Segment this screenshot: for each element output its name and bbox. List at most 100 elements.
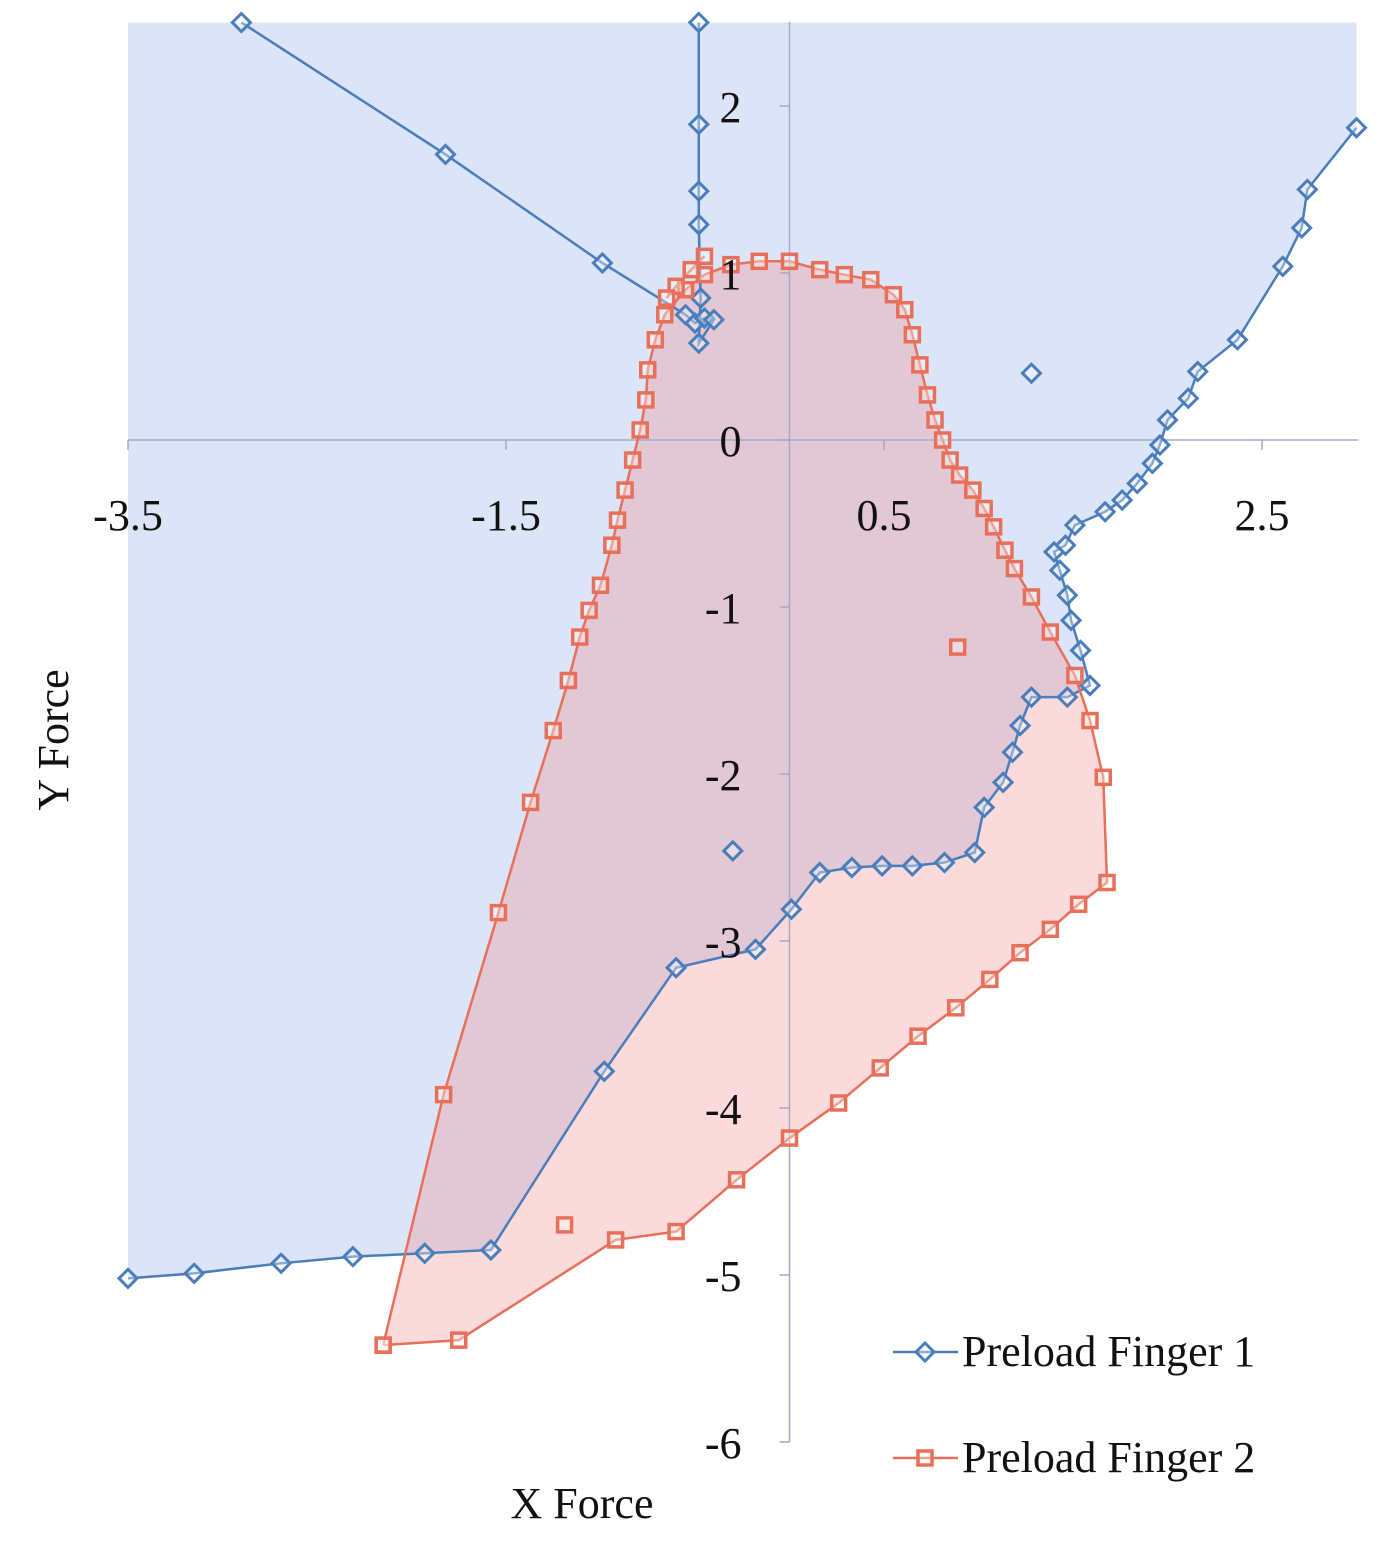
marker	[840, 856, 863, 879]
marker	[689, 286, 712, 310]
x-axis-title: X Force	[511, 1479, 654, 1528]
marker	[964, 481, 982, 499]
marker	[1177, 387, 1200, 410]
area-fill	[383, 261, 1108, 1346]
marker	[687, 213, 710, 236]
marker	[1186, 360, 1209, 383]
marker	[1059, 609, 1083, 632]
marker	[870, 854, 894, 877]
marker	[1126, 472, 1149, 495]
y-tick-label: 0	[720, 417, 742, 466]
marker	[1020, 362, 1043, 385]
marker	[1094, 500, 1117, 523]
marker	[1056, 584, 1079, 607]
marker	[555, 1216, 574, 1234]
marker	[780, 252, 799, 271]
marker	[374, 1336, 392, 1354]
marker	[341, 1245, 365, 1268]
y-tick-label: -1	[705, 584, 742, 633]
marker	[1020, 686, 1043, 709]
x-tick-label: 0.5	[857, 491, 912, 540]
y-tick-label: -5	[705, 1252, 742, 1301]
marker	[963, 841, 986, 864]
marker	[639, 361, 657, 379]
marker	[489, 903, 508, 922]
marker	[667, 1222, 685, 1241]
area-fill	[128, 22, 1357, 1279]
marker	[862, 270, 880, 289]
marker	[434, 143, 457, 166]
marker	[780, 1129, 799, 1147]
marker	[593, 1060, 616, 1083]
legend-marker	[916, 1449, 934, 1467]
marker	[434, 1085, 453, 1104]
marker	[702, 308, 726, 331]
y-axis-title: Y Force	[29, 669, 78, 810]
marker	[1066, 666, 1084, 685]
marker	[722, 255, 740, 274]
marker	[1069, 895, 1088, 914]
marker	[948, 638, 967, 656]
marker	[687, 11, 710, 34]
legend-marker	[913, 1340, 937, 1364]
marker	[116, 1267, 140, 1290]
y-tick-label: -2	[705, 751, 742, 800]
y-tick-label: -4	[705, 1085, 742, 1134]
marker	[727, 1171, 746, 1189]
marker	[901, 854, 924, 877]
marker	[1005, 559, 1024, 578]
marker	[947, 999, 965, 1017]
marker	[413, 1242, 436, 1265]
marker	[1094, 768, 1112, 787]
marker	[682, 260, 700, 279]
marker	[984, 518, 1003, 536]
marker	[559, 671, 578, 690]
marker	[1056, 686, 1079, 709]
marker	[829, 1094, 848, 1112]
marker	[1041, 920, 1060, 939]
marker	[996, 541, 1014, 559]
y-tick-label: 2	[720, 83, 742, 132]
marker	[933, 431, 952, 449]
marker	[903, 326, 922, 344]
marker	[521, 793, 540, 812]
y-tick-label: -3	[705, 918, 742, 967]
marker	[183, 1262, 206, 1285]
marker	[1063, 514, 1087, 537]
y-tick-label: -6	[705, 1419, 742, 1468]
marker	[606, 1231, 625, 1249]
marker	[646, 331, 665, 349]
marker	[631, 421, 649, 439]
marker	[616, 481, 634, 499]
marker	[656, 306, 674, 324]
marker	[1271, 255, 1294, 278]
marker	[683, 311, 707, 335]
marker	[909, 1027, 927, 1045]
marker	[623, 451, 642, 469]
marker	[1148, 433, 1172, 457]
marker	[896, 300, 914, 319]
marker	[926, 411, 944, 429]
marker	[981, 970, 999, 989]
marker	[991, 771, 1015, 794]
marker	[721, 839, 744, 862]
marker	[1054, 534, 1077, 557]
marker	[687, 113, 710, 136]
marker	[269, 1252, 293, 1275]
x-tick-label: 2.5	[1235, 491, 1290, 540]
marker	[918, 386, 937, 404]
marker	[695, 247, 714, 266]
marker	[230, 11, 253, 34]
marker	[1296, 178, 1319, 201]
marker	[591, 251, 614, 275]
marker	[570, 628, 589, 646]
marker	[544, 721, 562, 740]
marker	[1041, 623, 1060, 641]
marker	[479, 1238, 503, 1262]
marker	[1001, 741, 1024, 764]
marker	[591, 576, 610, 595]
marker	[1022, 588, 1041, 606]
marker	[687, 180, 710, 203]
marker	[1098, 873, 1116, 892]
